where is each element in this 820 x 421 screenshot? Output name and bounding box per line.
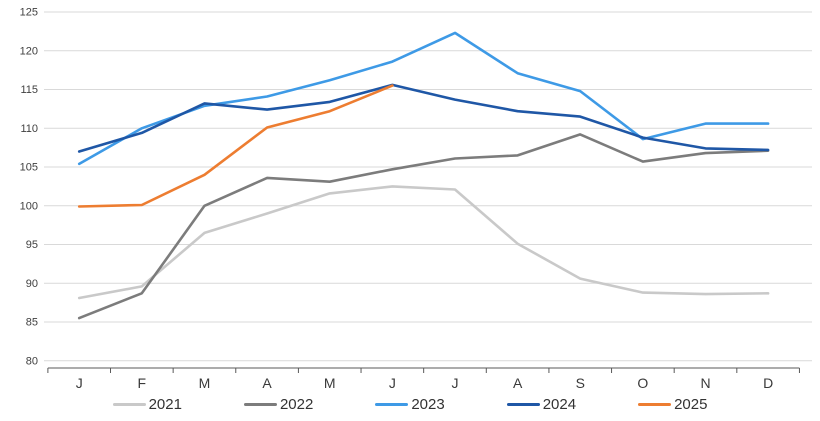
chart-legend: 2021 2022 2023 2024 2025 (0, 392, 820, 416)
series-line-2021 (77, 185, 770, 300)
legend-swatch-2021 (112, 402, 146, 406)
y-axis-tick-label: 80 (26, 355, 38, 367)
x-axis-month-label: N (700, 375, 710, 391)
x-axis-month-label: D (763, 375, 773, 391)
x-axis-month-label: J (76, 375, 83, 391)
x-axis-month-label: A (513, 375, 523, 391)
legend-item-2025: 2025 (638, 397, 707, 412)
y-axis-tick-label: 95 (26, 239, 38, 251)
y-axis-tick-label: 110 (20, 123, 38, 135)
legend-label-2022: 2022 (279, 395, 314, 413)
legend-label-2025: 2025 (674, 395, 708, 413)
y-axis-tick-label: 100 (20, 200, 38, 212)
series-line-2024 (77, 83, 770, 153)
legend-item-2023: 2023 (375, 395, 445, 413)
x-axis-month-label: M (199, 375, 211, 391)
x-axis-month-label: J (451, 375, 458, 391)
legend-label-2021: 2021 (148, 395, 182, 413)
legend-item-2022: 2022 (243, 395, 314, 413)
y-axis-tick-label: 105 (20, 162, 38, 174)
x-axis-month-label: M (324, 375, 336, 391)
x-axis-month-label: O (637, 375, 648, 391)
legend-item-2024: 2024 (506, 395, 577, 413)
legend-swatch-2023 (375, 402, 409, 406)
y-axis-tick-label: 90 (26, 278, 38, 290)
series-line-2025 (77, 84, 394, 208)
y-axis-tick-label: 115 (20, 84, 38, 96)
x-axis-month-label: F (138, 375, 147, 391)
legend-swatch-2024 (506, 402, 540, 406)
legend-swatch-2022 (243, 402, 277, 406)
y-axis-tick-label: 85 (26, 317, 38, 329)
x-axis-month-label: A (262, 375, 272, 391)
legend-swatch-2025 (638, 402, 672, 406)
x-axis-month-label: J (389, 375, 396, 391)
legend-item-2021: 2021 (112, 395, 182, 413)
x-axis-month-label: S (576, 375, 585, 391)
series-line-2023 (77, 31, 770, 166)
series-line-2022 (77, 133, 770, 320)
legend-label-2023: 2023 (411, 395, 445, 413)
y-axis-tick-label: 120 (20, 45, 38, 57)
legend-label-2024: 2024 (542, 395, 577, 413)
y-axis-tick-label: 125 (20, 7, 38, 19)
